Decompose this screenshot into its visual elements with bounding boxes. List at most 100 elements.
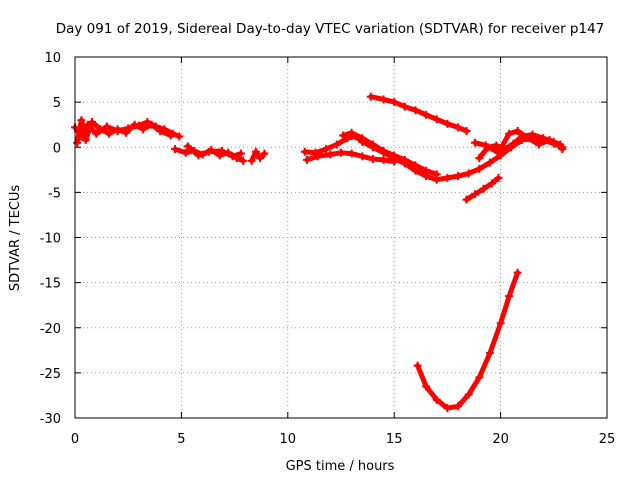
- data-point: [558, 145, 567, 154]
- data-point: [471, 190, 480, 199]
- data-point: [454, 402, 463, 411]
- data-point: [368, 154, 377, 163]
- data-point: [366, 92, 375, 101]
- data-point: [479, 184, 488, 193]
- data-point: [347, 149, 356, 158]
- data-point: [379, 155, 388, 164]
- chart-title: Day 091 of 2019, Sidereal Day-to-day VTE…: [56, 21, 605, 37]
- data-point: [432, 395, 441, 404]
- y-tick-label: -25: [40, 367, 61, 382]
- data-point: [475, 164, 484, 173]
- data-point: [464, 390, 473, 399]
- data-point: [326, 150, 335, 159]
- data-point: [411, 106, 420, 115]
- data-point: [443, 404, 452, 413]
- data-point: [432, 170, 441, 179]
- data-point: [73, 138, 82, 147]
- data-point: [77, 116, 86, 125]
- data-point: [475, 373, 484, 382]
- data-point: [481, 141, 490, 150]
- data-point: [181, 148, 190, 157]
- data-point: [96, 125, 105, 134]
- data-point: [488, 179, 497, 188]
- data-point: [413, 361, 422, 370]
- data-point: [494, 173, 503, 182]
- data-point: [496, 319, 505, 328]
- data-point: [492, 141, 501, 150]
- y-tick-label: -15: [40, 277, 61, 292]
- data-point: [247, 156, 256, 165]
- data-point: [105, 129, 114, 138]
- data-point: [475, 154, 484, 163]
- grid: [75, 57, 607, 418]
- x-tick-label: 5: [177, 432, 185, 447]
- data-point: [400, 102, 409, 111]
- data-point: [113, 125, 122, 134]
- y-tick-label: 5: [53, 96, 61, 111]
- data-point: [400, 155, 409, 164]
- data-point: [411, 161, 420, 170]
- data-point: [228, 152, 237, 161]
- data-point: [260, 149, 269, 158]
- series-arc-3: [249, 149, 267, 164]
- data-point: [88, 117, 97, 126]
- data-point: [175, 132, 184, 141]
- data-point: [485, 349, 494, 358]
- data-point: [300, 147, 309, 156]
- data-point: [422, 110, 431, 119]
- data-point: [256, 154, 265, 163]
- x-tick-label: 0: [71, 432, 79, 447]
- data-point: [313, 152, 322, 161]
- data-point: [462, 195, 471, 204]
- data-point: [358, 152, 367, 161]
- data-point: [81, 136, 90, 145]
- data-point: [505, 292, 514, 301]
- y-tick-label: 0: [53, 141, 61, 156]
- data-point: [534, 140, 543, 149]
- data-point: [379, 146, 388, 155]
- data-point: [322, 145, 331, 154]
- data-point: [454, 123, 463, 132]
- data-point: [102, 122, 111, 131]
- data-point: [139, 125, 148, 134]
- data-point: [251, 147, 260, 156]
- data-point: [462, 127, 471, 136]
- x-tick-label: 15: [386, 432, 403, 447]
- y-tick-label: -10: [40, 232, 61, 247]
- x-axis-label: GPS time / hours: [286, 459, 395, 474]
- data-point: [332, 140, 341, 149]
- series-arc-8: [415, 270, 521, 411]
- data-point: [368, 140, 377, 149]
- data-point: [171, 145, 180, 154]
- data-point: [122, 128, 131, 137]
- data-point: [556, 140, 565, 149]
- data-point: [494, 148, 503, 157]
- data-point: [471, 138, 480, 147]
- data-point: [302, 155, 311, 164]
- data-point: [156, 127, 165, 136]
- data-point: [432, 115, 441, 124]
- data-point: [390, 98, 399, 107]
- data-point: [236, 149, 245, 158]
- data-point: [183, 142, 192, 151]
- series-arc-5: [368, 94, 470, 134]
- data-point: [528, 130, 537, 139]
- data-point: [513, 127, 522, 136]
- data-point: [485, 158, 494, 167]
- data-point: [524, 134, 533, 143]
- y-tick-label: -20: [40, 322, 61, 337]
- data-point: [464, 169, 473, 178]
- series-arc-4c: [340, 130, 440, 177]
- data-point: [166, 131, 175, 140]
- data-point: [545, 136, 554, 145]
- axis-ticks: 0 5 10 15 20 25 10 5 0 -5 -10 -15 -20 -25 -30: [40, 51, 616, 447]
- y-axis-label: SDTVAR / TECUs: [8, 185, 23, 292]
- data-point: [217, 146, 226, 155]
- data-point: [194, 151, 203, 160]
- y-tick-label: -30: [40, 412, 61, 427]
- data-point: [147, 120, 156, 129]
- data-point: [454, 172, 463, 181]
- data-point: [509, 139, 518, 148]
- data-point: [130, 120, 139, 129]
